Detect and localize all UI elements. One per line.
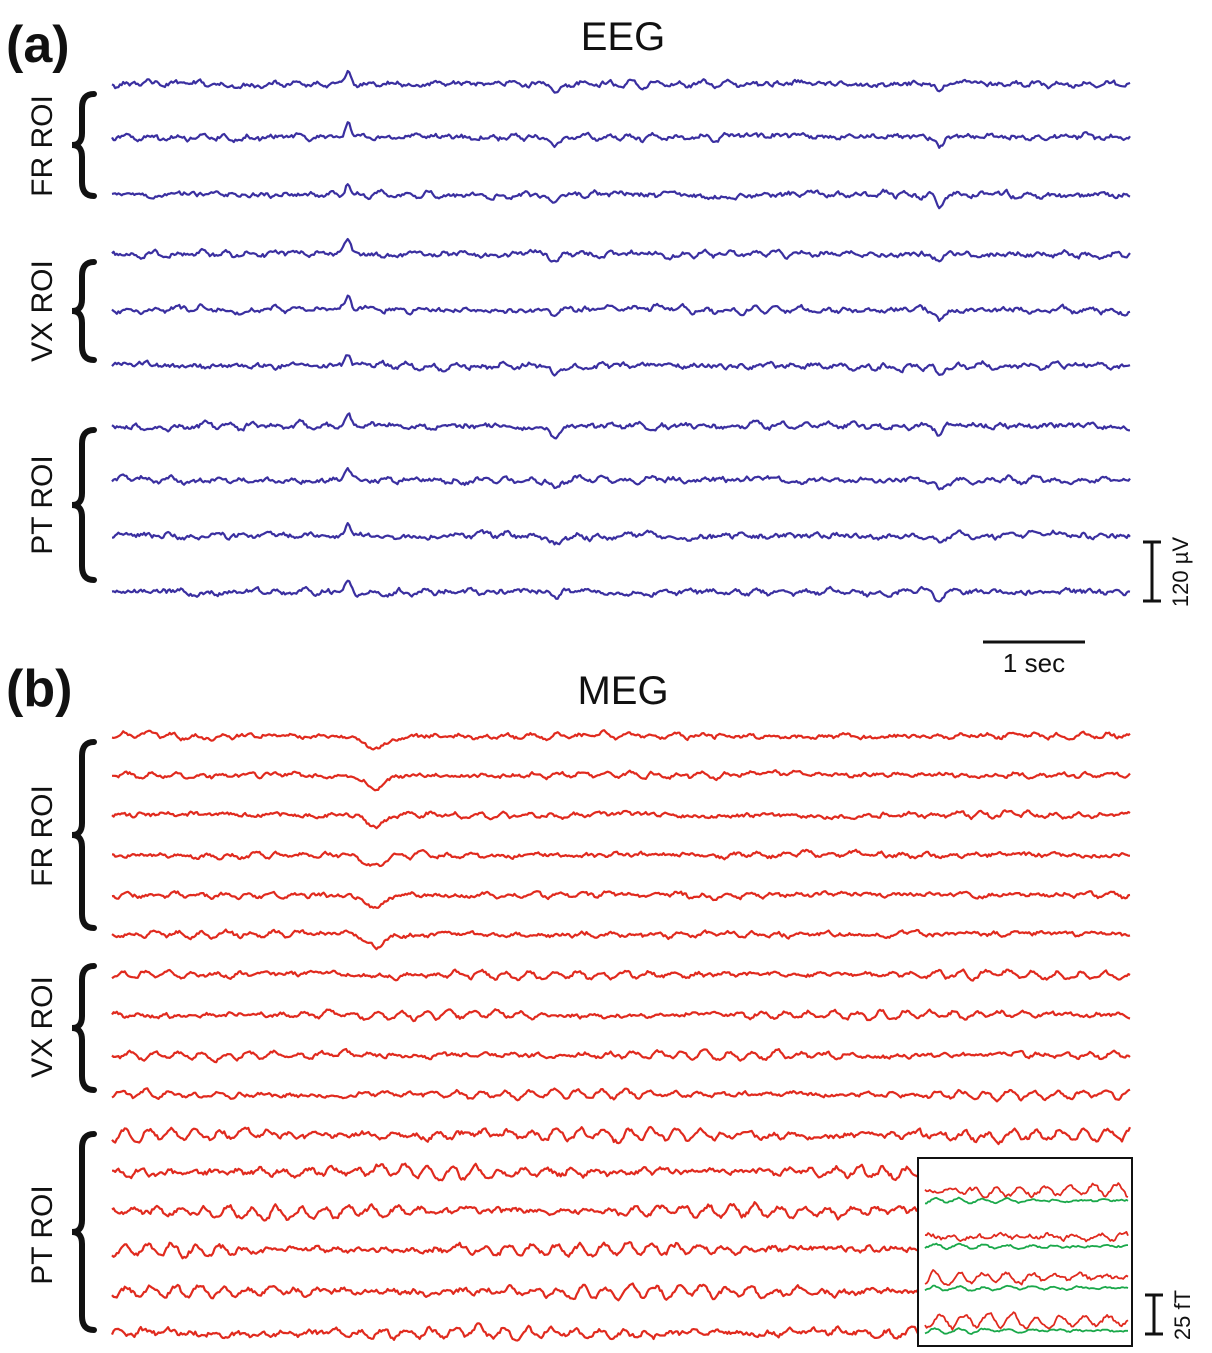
meg-trace [112, 1162, 919, 1182]
meg-trace [111, 1047, 1131, 1064]
meg-vx-brace [71, 963, 97, 1093]
meg-trace [111, 729, 1131, 751]
meg-trace [110, 1322, 919, 1342]
eeg-trace [111, 69, 1131, 94]
eeg-pt-brace [71, 427, 97, 583]
panel-b-letter: (b) [6, 660, 72, 718]
eeg-amplitude-scale: 120 µV [1143, 537, 1193, 607]
meg-trace [111, 890, 1131, 909]
eeg-amplitude-label: 120 µV [1168, 537, 1193, 607]
eeg-trace [111, 183, 1131, 210]
eeg-trace [111, 467, 1131, 491]
inset-meg-trace [924, 1269, 1129, 1286]
meg-trace [111, 1008, 1131, 1023]
meg-trace [111, 809, 1131, 830]
eeg-fr-brace [71, 91, 97, 199]
meg-roi-pt: PT ROI [26, 1131, 97, 1333]
eeg-trace [111, 412, 1130, 440]
inset-green-trace [924, 1242, 1128, 1251]
eeg-trace [111, 522, 1131, 546]
time-scale: 1 sec [983, 640, 1085, 678]
meg-roi-vx: VX ROI [26, 963, 97, 1093]
meg-roi-fr: FR ROI [26, 739, 97, 931]
panel-a-letter: (a) [6, 16, 70, 74]
eeg-trace [111, 294, 1131, 322]
meg-fr-label: FR ROI [26, 785, 59, 887]
inset-meg-trace [924, 1182, 1129, 1199]
meg-trace [112, 769, 1131, 792]
meg-trace [111, 1125, 1132, 1146]
panel-a-title: EEG [581, 15, 665, 59]
eeg-roi-vx: VX ROI [26, 259, 97, 363]
meg-trace [111, 1241, 919, 1260]
eeg-trace [111, 121, 1131, 149]
panel-b-title: MEG [577, 669, 668, 713]
eeg-traces [111, 69, 1131, 603]
meg-amplitude-scale: 25 fT [1145, 1290, 1195, 1340]
eeg-pt-label: PT ROI [26, 455, 59, 554]
inset-green-trace [924, 1327, 1128, 1335]
meg-pt-label: PT ROI [26, 1185, 59, 1284]
time-label: 1 sec [1003, 648, 1065, 678]
meg-trace [111, 968, 1131, 982]
meg-pt-brace [71, 1131, 97, 1333]
eeg-vx-brace [71, 259, 97, 363]
meg-trace [111, 928, 1131, 951]
eeg-trace [111, 237, 1131, 263]
meg-trace [111, 1201, 919, 1222]
meg-trace [111, 1087, 1131, 1103]
eeg-roi-pt: PT ROI [26, 427, 97, 583]
eeg-fr-label: FR ROI [26, 95, 59, 197]
inset-green-trace [924, 1196, 1129, 1205]
inset-green-trace [924, 1284, 1129, 1292]
eeg-roi-fr: FR ROI [26, 91, 97, 199]
inset-meg-trace [924, 1231, 1129, 1243]
meg-trace [111, 1282, 919, 1302]
meg-fr-brace [71, 739, 97, 931]
inset-traces [924, 1182, 1129, 1335]
inset-frame [917, 1157, 1133, 1347]
eeg-vx-label: VX ROI [26, 260, 59, 362]
meg-vx-label: VX ROI [26, 976, 59, 1078]
meg-traces [110, 729, 1132, 1342]
eeg-trace [111, 354, 1131, 377]
eeg-trace [111, 579, 1131, 603]
meg-amplitude-label: 25 fT [1170, 1290, 1195, 1340]
meg-inset [917, 1157, 1133, 1347]
meg-trace [111, 848, 1130, 868]
inset-meg-trace [924, 1311, 1129, 1331]
